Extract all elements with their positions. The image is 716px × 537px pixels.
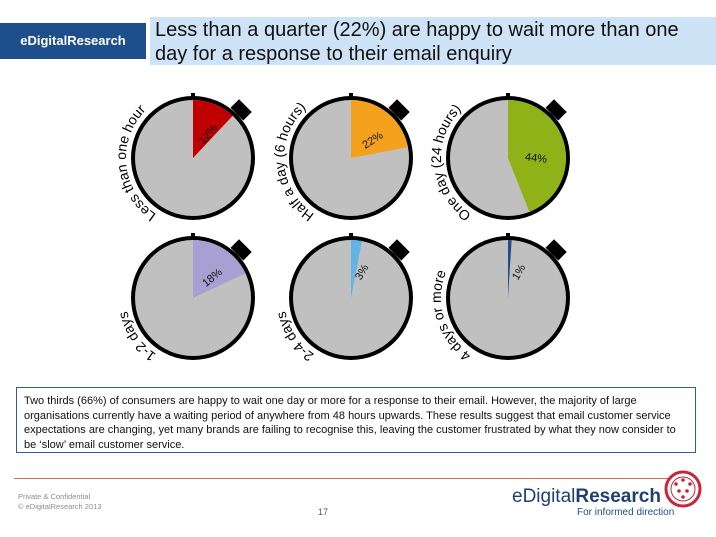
logo-word-bold: Research xyxy=(575,486,661,507)
title-banner xyxy=(150,17,716,65)
stopwatch-button xyxy=(545,99,567,121)
logo-wordmark: eDigitalResearch xyxy=(512,486,661,508)
title-line-2: day for a response to their email enquir… xyxy=(155,43,512,65)
stopwatch-5: 3%2-4 days xyxy=(273,233,413,365)
brand-tab: eDigitalResearch xyxy=(0,23,146,59)
copyright-note: © eDigitalResearch 2013 xyxy=(18,502,102,511)
caption-box: Two thirds (66%) of consumers are happy … xyxy=(16,387,696,453)
stopwatch-1: 12%Less than one hour xyxy=(113,93,255,225)
pie-value-label: 44% xyxy=(524,151,548,166)
pie-slice xyxy=(193,100,233,158)
stopwatch-button xyxy=(388,99,410,121)
circle-dots-logo-icon xyxy=(664,470,702,508)
footer-rule xyxy=(14,478,698,479)
page-number: 17 xyxy=(318,507,329,517)
stopwatch-3: 44%One day (24 hours) xyxy=(428,93,570,225)
pie-slice xyxy=(351,100,408,158)
pie-slice xyxy=(508,100,566,212)
pie-slice xyxy=(351,240,362,298)
logo-tagline: For informed direction xyxy=(577,507,675,518)
stopwatch-button xyxy=(545,239,567,261)
logo-word-regular: eDigital xyxy=(512,486,576,507)
title-line-1: Less than a quarter (22%) are happy to w… xyxy=(155,19,679,41)
stopwatch-button xyxy=(230,239,252,261)
pie-slice xyxy=(193,240,246,298)
stopwatch-2: 22%Half a day (6 hours) xyxy=(271,93,413,225)
stopwatch-6: 1%4 days or more xyxy=(428,233,570,365)
pie-slice xyxy=(508,240,512,298)
company-logo: eDigitalResearch For informed direction xyxy=(512,466,712,526)
stopwatch-button xyxy=(230,99,252,121)
confidential-note: Private & Confidential xyxy=(18,492,91,501)
stopwatch-button xyxy=(388,239,410,261)
page-title: Less than a quarter (22%) are happy to w… xyxy=(155,18,710,66)
stopwatch-4: 18%1-2 days xyxy=(115,233,255,365)
footer-left: Private & Confidential © eDigitalResearc… xyxy=(18,492,102,512)
